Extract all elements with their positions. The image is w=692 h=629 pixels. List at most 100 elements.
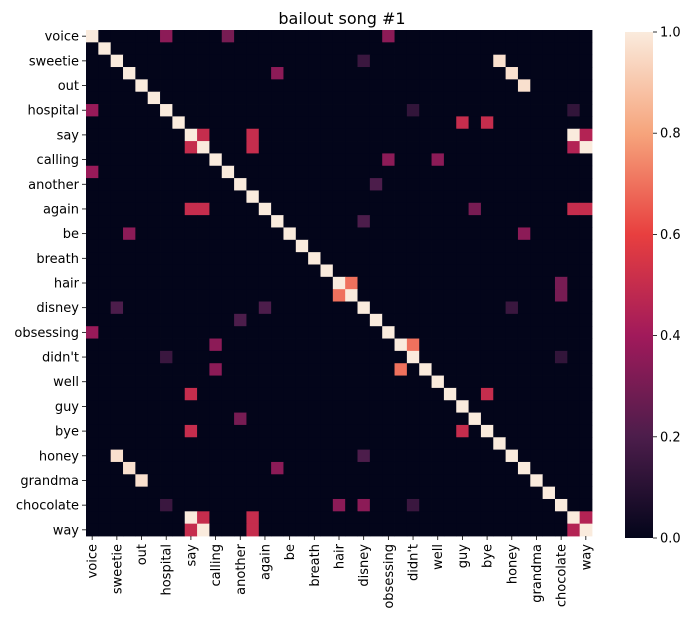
- heatmap-cell: [283, 30, 297, 43]
- heatmap-cell: [221, 498, 235, 512]
- heatmap-cell: [456, 363, 469, 376]
- heatmap-cell: [258, 91, 272, 105]
- heatmap-cell: [406, 461, 420, 475]
- heatmap-cell: [160, 252, 173, 265]
- heatmap-cell: [258, 511, 272, 525]
- heatmap-cell: [369, 523, 383, 537]
- heatmap-cell: [419, 498, 432, 512]
- heatmap-cell: [406, 375, 420, 389]
- heatmap-cell: [468, 91, 482, 105]
- heatmap-cell: [579, 326, 593, 339]
- heatmap-cell: [135, 523, 149, 537]
- heatmap-cell: [234, 79, 247, 93]
- heatmap-cell: [567, 461, 581, 475]
- heatmap-cell: [320, 511, 334, 525]
- heatmap-cell: [86, 387, 99, 401]
- heatmap-cell: [197, 437, 210, 451]
- heatmap-cell: [271, 264, 284, 278]
- heatmap-cell: [123, 227, 136, 241]
- heatmap-cell: [493, 128, 507, 142]
- heatmap-cell: [295, 202, 309, 216]
- heatmap-cell: [530, 239, 544, 253]
- heatmap-cell: [554, 190, 568, 204]
- heatmap-cell: [456, 165, 469, 179]
- heatmap-cell: [419, 412, 432, 426]
- heatmap-cell: [197, 511, 210, 525]
- heatmap-cell: [172, 523, 186, 537]
- heatmap-cell: [517, 116, 531, 130]
- heatmap-cell: [357, 350, 371, 364]
- y-tick-label: out: [58, 79, 79, 94]
- heatmap-cell: [160, 30, 173, 43]
- heatmap-cell: [394, 54, 408, 68]
- heatmap-cell: [295, 523, 309, 537]
- heatmap-cell: [86, 511, 99, 525]
- heatmap-cell: [271, 486, 284, 500]
- heatmap-cell: [567, 301, 581, 315]
- heatmap-cell: [123, 511, 136, 525]
- heatmap-cell: [271, 289, 284, 302]
- heatmap-cell: [320, 498, 334, 512]
- heatmap-cell: [110, 412, 124, 426]
- heatmap-cell: [283, 67, 297, 80]
- heatmap-cell: [345, 215, 358, 228]
- heatmap-cell: [406, 252, 420, 265]
- heatmap-cell: [394, 474, 408, 488]
- heatmap-cell: [172, 412, 186, 426]
- heatmap-cell: [468, 42, 482, 56]
- heatmap-cell: [135, 412, 149, 426]
- heatmap-cell: [221, 54, 235, 68]
- heatmap-cell: [505, 400, 519, 413]
- heatmap-cell: [468, 276, 482, 290]
- heatmap-cell: [271, 350, 284, 364]
- heatmap-cell: [468, 400, 482, 413]
- heatmap-cell: [135, 239, 149, 253]
- heatmap-cell: [258, 54, 272, 68]
- heatmap-cell: [431, 42, 445, 56]
- heatmap-cell: [86, 67, 99, 80]
- heatmap-cell: [184, 474, 198, 488]
- heatmap-cell: [258, 449, 272, 463]
- heatmap-cell: [184, 338, 198, 352]
- heatmap-cell: [480, 338, 494, 352]
- heatmap-cell: [530, 79, 544, 93]
- heatmap-cell: [295, 30, 309, 43]
- heatmap-cell: [123, 79, 136, 93]
- heatmap-cell: [394, 400, 408, 413]
- heatmap-cell: [234, 375, 247, 389]
- heatmap-cell: [86, 363, 99, 376]
- heatmap-cell: [431, 116, 445, 130]
- heatmap-cell: [505, 30, 519, 43]
- heatmap-cell: [246, 264, 260, 278]
- heatmap-cell: [505, 412, 519, 426]
- heatmap-cell: [431, 449, 445, 463]
- heatmap-cell: [258, 227, 272, 241]
- heatmap-cell: [246, 474, 260, 488]
- heatmap-cell: [209, 301, 223, 315]
- heatmap-cell: [283, 338, 297, 352]
- heatmap-cell: [197, 79, 210, 93]
- heatmap-cell: [419, 437, 432, 451]
- heatmap-cell: [505, 252, 519, 265]
- heatmap-cell: [271, 215, 284, 228]
- heatmap-cell: [172, 301, 186, 315]
- heatmap-cell: [271, 523, 284, 537]
- heatmap-cell: [542, 449, 556, 463]
- heatmap-cell: [567, 54, 581, 68]
- heatmap-cell: [468, 54, 482, 68]
- heatmap-cell: [369, 326, 383, 339]
- heatmap-cell: [110, 301, 124, 315]
- heatmap-cell: [542, 523, 556, 537]
- heatmap-cell: [505, 42, 519, 56]
- heatmap-cell: [554, 165, 568, 179]
- heatmap-cell: [517, 79, 531, 93]
- heatmap-cell: [283, 190, 297, 204]
- heatmap-cell: [505, 264, 519, 278]
- heatmap-cell: [357, 424, 371, 438]
- heatmap-cell: [98, 375, 112, 389]
- heatmap-cell: [110, 437, 124, 451]
- heatmap-cell: [517, 486, 531, 500]
- heatmap-cell: [172, 511, 186, 525]
- heatmap-cell: [98, 153, 112, 167]
- heatmap-cell: [468, 338, 482, 352]
